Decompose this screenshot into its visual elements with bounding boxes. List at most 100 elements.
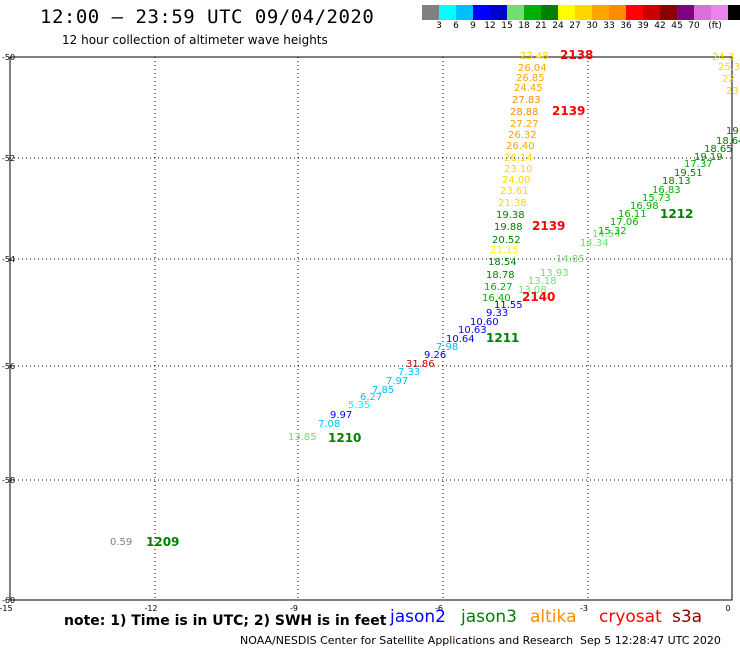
wave-height-reading: 25.3 <box>718 62 740 73</box>
wave-height-reading: 13.93 <box>540 268 569 279</box>
y-axis-label: -54 <box>2 255 15 264</box>
wave-height-reading: 7.85 <box>372 385 394 396</box>
wave-height-reading: 27.83 <box>512 95 541 106</box>
colorbar-tick-label: 42 <box>654 21 666 31</box>
wave-height-reading: 31.86 <box>406 359 435 370</box>
y-axis-label: -60 <box>2 596 15 605</box>
colorbar-tick-label: 30 <box>586 21 598 31</box>
pass-number-label: 2139 <box>552 104 585 118</box>
colorbar-tick-label: 27 <box>569 21 581 31</box>
colorbar-swatch <box>422 5 439 20</box>
y-axis-label: -58 <box>2 476 15 485</box>
colorbar-swatch <box>456 5 473 20</box>
colorbar-swatch <box>592 5 609 20</box>
wave-height-reading: 17.37 <box>684 159 713 170</box>
wave-height-reading: 13.08 <box>518 285 547 296</box>
wave-height-reading: 18.78 <box>486 270 515 281</box>
wave-height-reading: 26.85 <box>516 73 545 84</box>
colorbar-tick-label: 33 <box>603 21 615 31</box>
page-title: 12:00 – 23:59 UTC 09/04/2020 <box>40 6 375 28</box>
wave-height-reading: 23 <box>726 86 739 97</box>
wave-height-reading: 21.15 <box>490 245 519 256</box>
colorbar-swatch <box>677 5 694 20</box>
legend-jason2: jason2 <box>390 607 446 627</box>
colorbar-tick-label: 24 <box>552 21 564 31</box>
wave-height-reading: 7.33 <box>398 367 420 378</box>
colorbar-swatch <box>558 5 575 20</box>
y-axis-labels: -50 -52 -54 -56 -58 -60 <box>2 53 15 605</box>
colorbar-swatch <box>575 5 592 20</box>
x-axis-label: -3 <box>580 604 588 613</box>
wave-height-reading: 26.14 <box>504 153 533 164</box>
wave-height-reading: 19.51 <box>674 168 703 179</box>
wave-height-reading: 0.59 <box>110 537 132 548</box>
colorbar-swatch <box>626 5 643 20</box>
footer-timestamp: Sep 5 12:28:47 UTC 2020 <box>580 634 721 647</box>
footer: NOAA/NESDIS Center for Satellite Applica… <box>240 634 721 647</box>
wave-height-reading: 19.38 <box>496 210 525 221</box>
wave-height-reading: 19 <box>726 126 739 137</box>
colorbar-tick-label: 39 <box>637 21 649 31</box>
x-axis-label: -12 <box>144 604 157 613</box>
wave-height-reading: 9.97 <box>330 410 352 421</box>
colorbar-tick-label: 9 <box>470 21 476 31</box>
wave-height-reading: 20.52 <box>492 235 521 246</box>
wave-height-reading: 24.3 <box>712 52 734 63</box>
wave-height-reading: 21.38 <box>498 198 527 209</box>
colorbar-swatch <box>507 5 524 20</box>
wave-height-reading: 6.27 <box>360 392 382 403</box>
wave-height-reading: 18.13 <box>662 176 691 187</box>
x-axis-label: -9 <box>290 604 298 613</box>
colorbar-swatch <box>473 5 490 20</box>
wave-height-reading: 26.32 <box>508 130 537 141</box>
y-axis-label: -50 <box>2 53 15 62</box>
wave-height-reading: 19.19 <box>694 152 723 163</box>
wave-height-reading: 17.06 <box>610 217 639 228</box>
wave-height-reading: 26.40 <box>506 141 535 152</box>
wave-height-reading: 16.83 <box>652 185 681 196</box>
wave-height-reading: 13.85 <box>288 432 317 443</box>
wave-height-reading: 23.48 <box>520 51 549 62</box>
legend-cryosat: cryosat <box>599 607 662 627</box>
pass-number-label: 1212 <box>660 207 693 221</box>
wave-height-reading: 9.26 <box>424 350 446 361</box>
legend-s3a: s3a <box>672 607 703 627</box>
wave-height-reading: 16.40 <box>482 293 511 304</box>
wave-height-reading: 16.27 <box>484 282 513 293</box>
colorbar-tick-label: 3 <box>436 21 442 31</box>
footer-credit: NOAA/NESDIS Center for Satellite Applica… <box>240 634 574 647</box>
pass-number-label: 1211 <box>486 331 519 345</box>
colorbar-tick-label: (ft) <box>708 21 722 31</box>
colorbar-tick-label: 21 <box>535 21 547 31</box>
colorbar-swatch <box>643 5 660 20</box>
colorbar-swatch <box>711 5 728 20</box>
wave-height-reading: 19.88 <box>494 222 523 233</box>
x-axis-label: 0 <box>725 604 730 613</box>
wave-height-reading: 7.97 <box>386 376 408 387</box>
colorbar-swatch <box>439 5 456 20</box>
colorbar-swatch <box>660 5 677 20</box>
y-axis-label: -56 <box>2 362 15 371</box>
x-axis-labels: -15 -12 -9 -6 -3 0 <box>0 604 731 613</box>
colorbar-tick-label: 6 <box>453 21 459 31</box>
wave-height-reading: 22 <box>722 74 735 85</box>
legend-jason3: jason3 <box>461 607 517 627</box>
pass-number-label: 2138 <box>560 48 593 62</box>
wave-height-reading: 11.55 <box>494 300 523 311</box>
pass-number-label: 1210 <box>328 431 361 445</box>
colorbar-swatch <box>541 5 558 20</box>
colorbar-tick-label: 12 <box>484 21 496 31</box>
colorbar-tick-label: 45 <box>671 21 683 31</box>
grid <box>10 57 732 600</box>
wave-height-reading: 7.08 <box>318 419 340 430</box>
pass-number-label: 2139 <box>532 219 565 233</box>
wave-height-reading: 10.63 <box>458 325 487 336</box>
x-axis-label: -15 <box>0 604 13 613</box>
colorbar-swatch <box>524 5 541 20</box>
wave-height-reading: 13.18 <box>528 276 557 287</box>
wave-height-reading: 26.04 <box>518 63 547 74</box>
colorbar-swatch <box>609 5 626 20</box>
wave-height-reading: 23.61 <box>500 186 529 197</box>
